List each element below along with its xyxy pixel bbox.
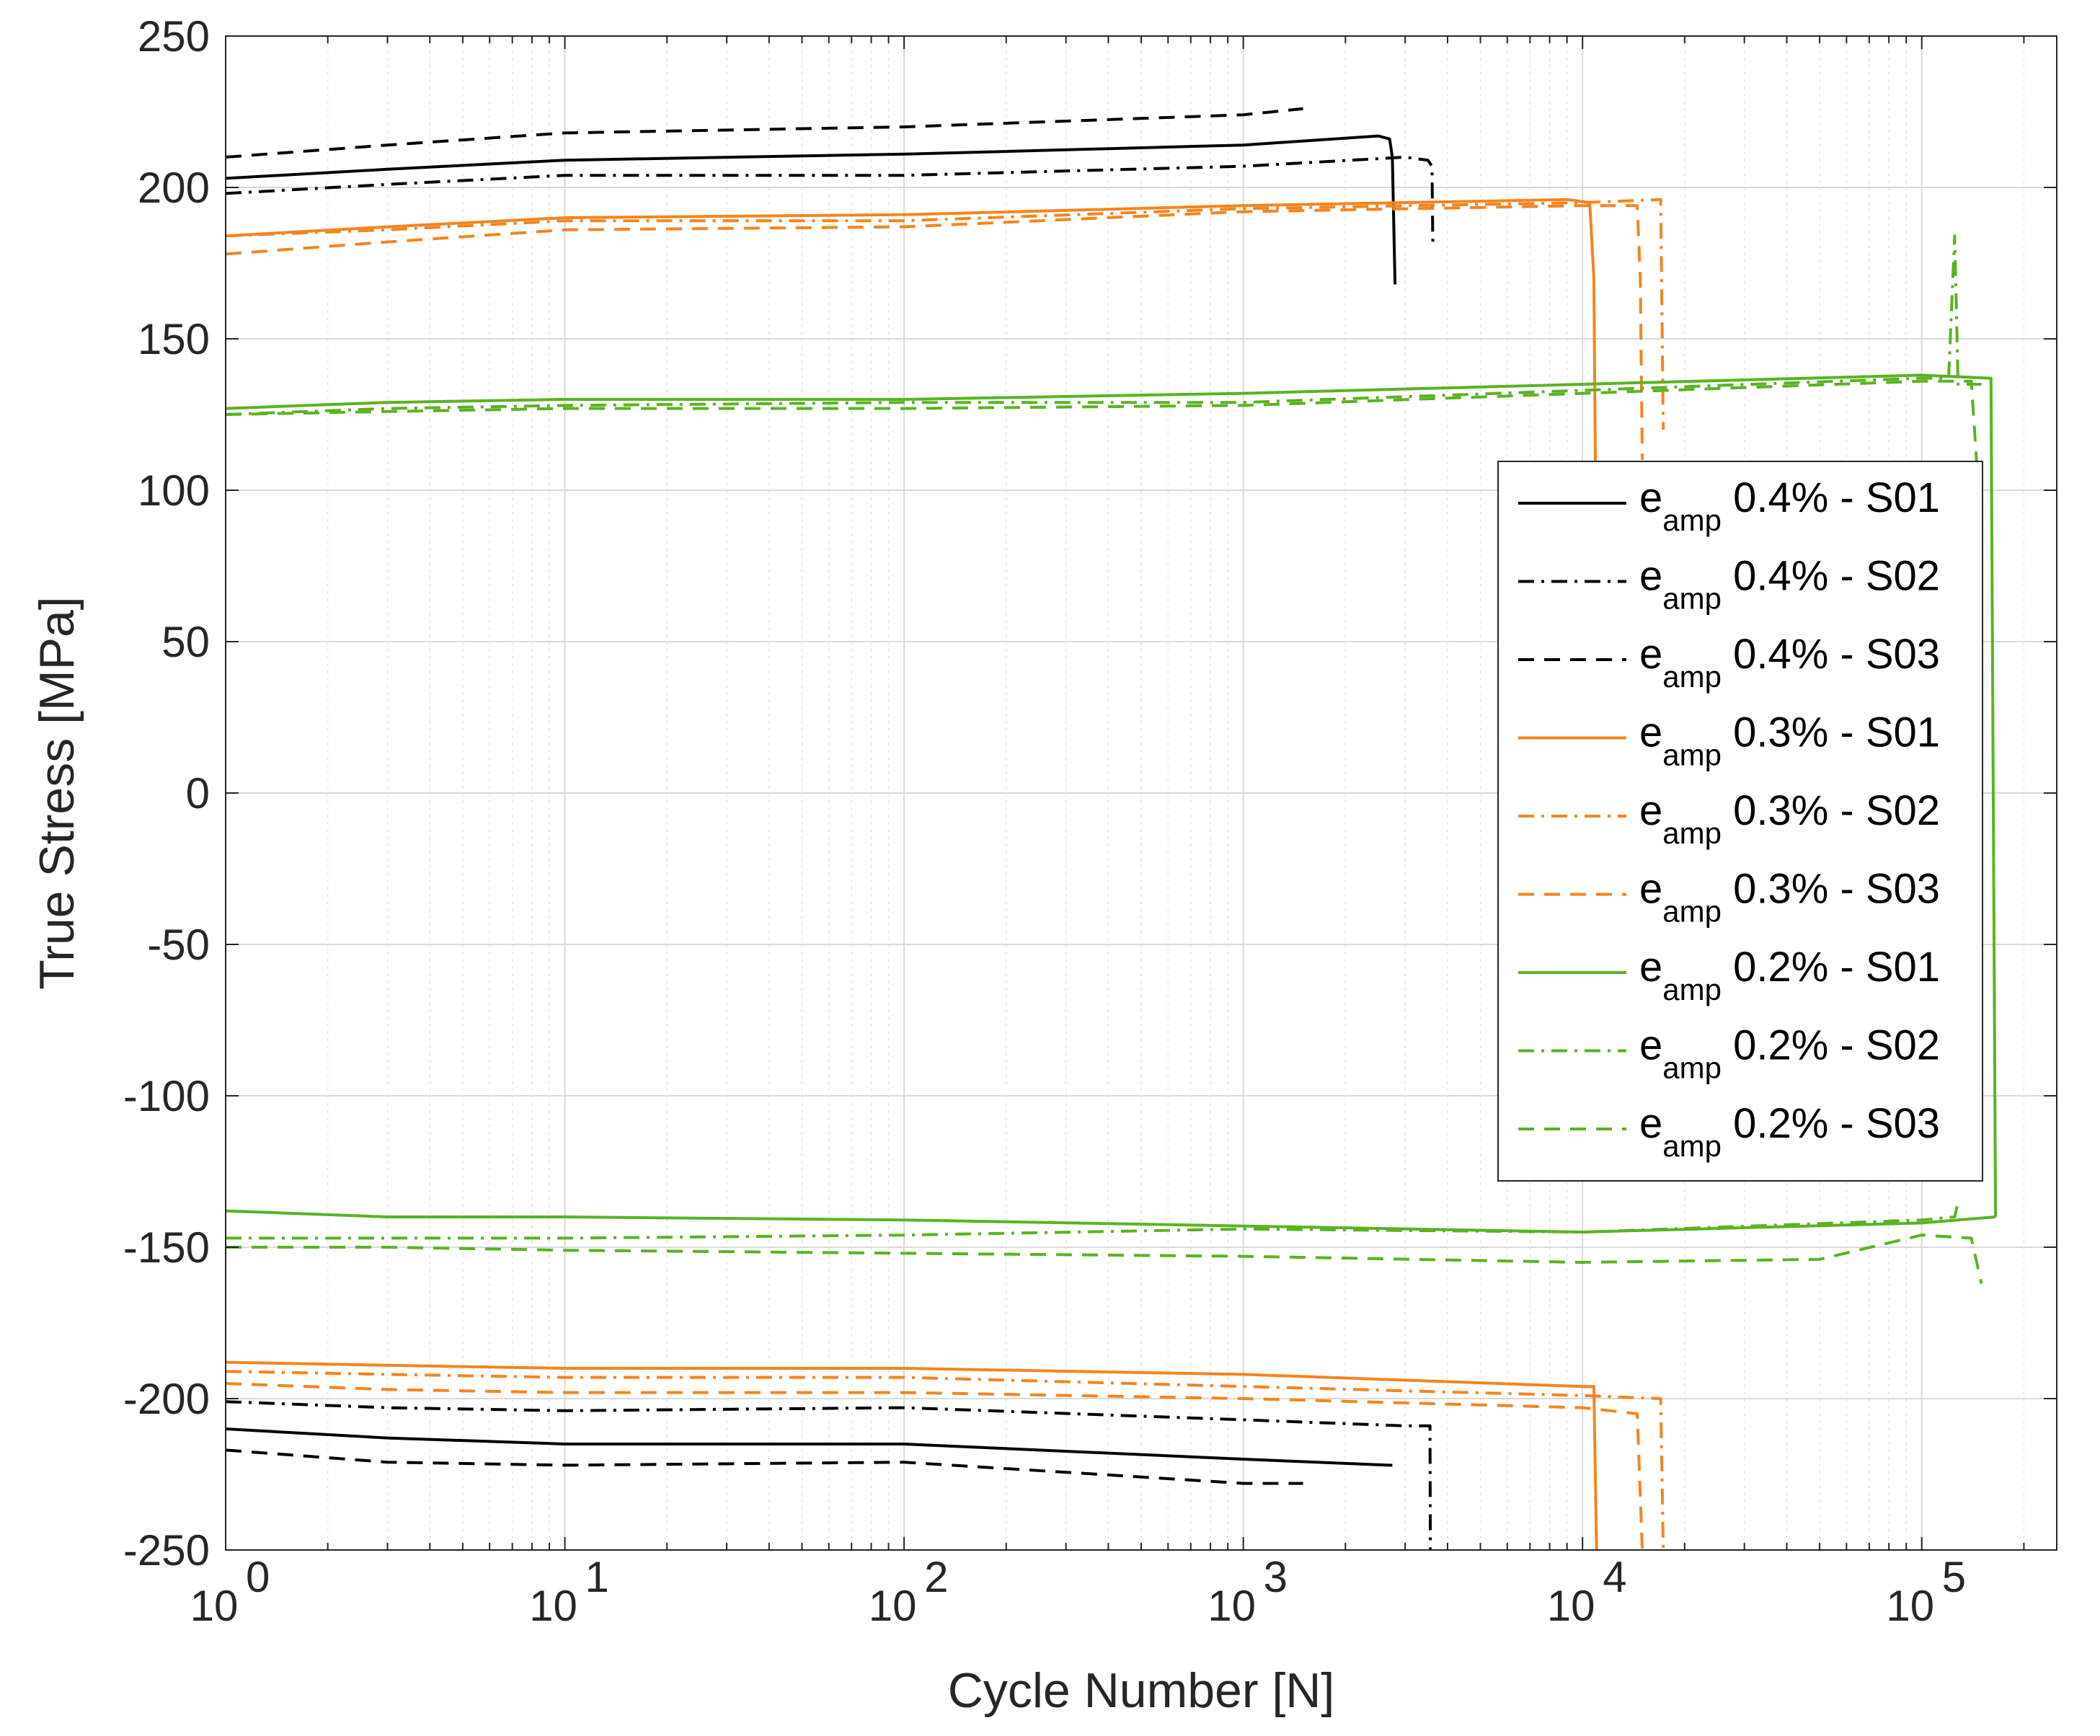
series-7 (225, 373, 1998, 1234)
legend-item: eamp 0.4% - S03 (1518, 631, 1940, 694)
y-tick-label: 200 (138, 164, 210, 212)
x-tick-label: 10 (869, 1582, 917, 1630)
legend-item: eamp 0.4% - S01 (1518, 474, 1940, 537)
y-tick-label: -150 (123, 1223, 210, 1272)
legend-label: eamp 0.3% - S03 (1639, 866, 1940, 929)
x-tick-exponent: 2 (924, 1553, 948, 1601)
series-9 (225, 379, 1983, 1284)
x-tick-label: 10 (1886, 1582, 1934, 1630)
y-tick-label: 150 (138, 315, 210, 363)
x-tick-label: 10 (529, 1582, 577, 1630)
x-tick-exponent: 0 (246, 1553, 270, 1601)
y-tick-label: -200 (123, 1375, 210, 1423)
y-tick-label: -250 (123, 1526, 210, 1575)
x-tick-exponent: 5 (1942, 1553, 1966, 1601)
series-4 (225, 198, 1598, 1551)
y-tick-label: 50 (161, 618, 210, 666)
series-line-lower (225, 1400, 1432, 1551)
series-6 (225, 204, 1644, 1551)
y-tick-label: 0 (186, 769, 210, 818)
series-line-lower (225, 1448, 1303, 1485)
x-tick-label: 10 (190, 1582, 239, 1630)
legend-label: eamp 0.2% - S02 (1639, 1022, 1940, 1085)
legend-label: eamp 0.2% - S01 (1639, 944, 1940, 1006)
y-tick-label: -50 (147, 921, 210, 969)
legend-label: eamp 0.4% - S03 (1639, 631, 1940, 694)
series-3 (225, 107, 1303, 1485)
legend-item: eamp 0.2% - S02 (1518, 1022, 1940, 1085)
y-tick-label: 100 (138, 466, 210, 515)
series-5 (225, 198, 1665, 1551)
legend-item: eamp 0.3% - S03 (1518, 866, 1940, 929)
series-line-lower (225, 1209, 1996, 1234)
legend-label: eamp 0.2% - S03 (1639, 1100, 1940, 1163)
legend-label: eamp 0.4% - S01 (1639, 474, 1940, 537)
legend-item: eamp 0.2% - S01 (1518, 944, 1940, 1006)
x-tick-label: 10 (1208, 1582, 1256, 1630)
y-tick-label: 250 (138, 12, 210, 61)
x-tick-label: 10 (1547, 1582, 1595, 1630)
series-line-lower (225, 1427, 1393, 1467)
legend: eamp 0.4% - S01 eamp 0.4% - S02 eamp 0.4% … (1497, 461, 1983, 1182)
legend-item: eamp 0.4% - S02 (1518, 553, 1940, 616)
series-2 (225, 156, 1435, 1551)
legend-label: eamp 0.3% - S01 (1639, 709, 1940, 772)
series-layer (225, 107, 1998, 1551)
series-line-upper (225, 198, 1598, 612)
legend-label: eamp 0.4% - S02 (1639, 553, 1940, 616)
series-line-lower (225, 1382, 1644, 1551)
legend-label: eamp 0.3% - S02 (1639, 787, 1940, 850)
series-line-upper (225, 373, 1998, 1218)
legend-item: eamp 0.2% - S03 (1518, 1100, 1940, 1163)
legend-item: eamp 0.3% - S02 (1518, 787, 1940, 850)
series-1 (225, 134, 1397, 1467)
series-8 (225, 234, 1982, 1240)
x-tick-exponent: 4 (1603, 1553, 1626, 1601)
x-axis-label: Cycle Number [N] (948, 1663, 1335, 1718)
legend-item: eamp 0.3% - S01 (1518, 709, 1940, 772)
series-line-upper (225, 107, 1303, 159)
series-line-lower (225, 1360, 1598, 1551)
x-tick-exponent: 1 (585, 1553, 609, 1601)
series-line-upper (225, 134, 1397, 285)
y-axis-ticks: 250 200 150 100 50 0 -50 -100 -150 -200 -250 (123, 12, 2057, 1575)
y-axis-label: True Stress [MPa] (30, 596, 84, 989)
series-line-upper (225, 204, 1644, 461)
x-tick-exponent: 3 (1264, 1553, 1288, 1601)
legend-box (1497, 461, 1983, 1182)
series-line-upper (225, 156, 1435, 242)
y-tick-label: -100 (123, 1072, 210, 1120)
series-line-upper (225, 198, 1665, 430)
series-line-upper (225, 234, 1982, 416)
series-line-lower (226, 1234, 1983, 1284)
series-line-lower (225, 1370, 1665, 1551)
